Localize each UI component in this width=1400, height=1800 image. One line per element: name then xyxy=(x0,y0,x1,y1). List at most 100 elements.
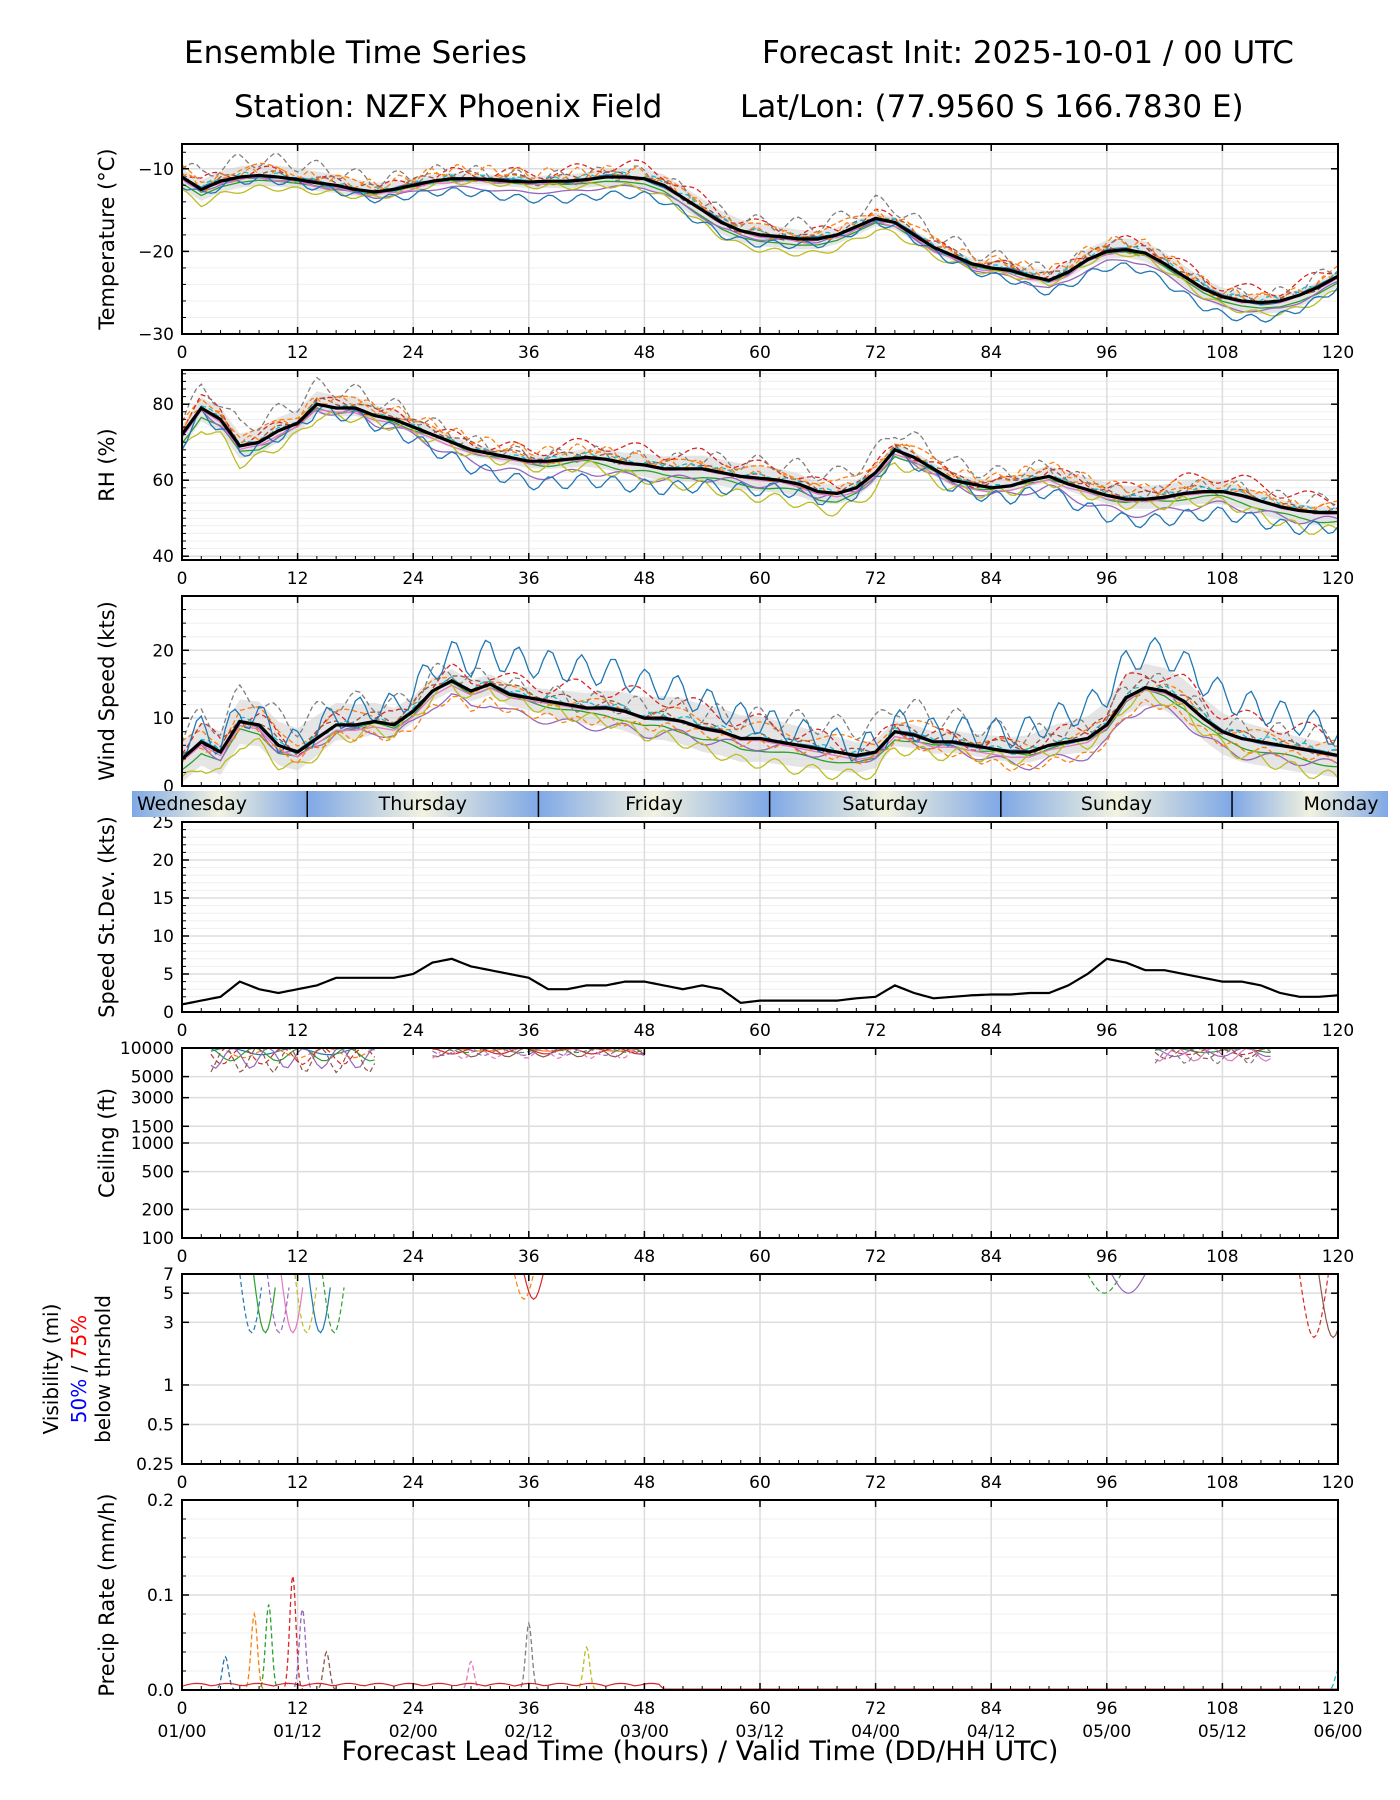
valid-time-label: 05/00 xyxy=(1082,1722,1131,1742)
x-tick-label: 84 xyxy=(980,1473,1002,1493)
ceiling-member-line xyxy=(1154,1048,1271,1060)
x-tick-label: 60 xyxy=(749,1473,771,1493)
x-tick-label: 0 xyxy=(177,1699,188,1719)
y-tick-label: 15 xyxy=(152,889,174,909)
plot-area-sdev xyxy=(182,957,1338,1006)
y-tick-label: 40 xyxy=(152,547,174,567)
y-tick-label: 0.2 xyxy=(147,1491,174,1511)
valid-time-label: 03/12 xyxy=(736,1722,785,1742)
x-axis-label: Forecast Lead Time (hours) / Valid Time … xyxy=(341,1736,1059,1767)
valid-time-label: 02/00 xyxy=(389,1722,438,1742)
x-tick-label: 60 xyxy=(749,1247,771,1267)
panel-precip: 0.0 0.1 0.2 0 12 24 36 48 60 72 84 96 108 120 Precip R… xyxy=(95,1491,1354,1719)
x-tick-label: 36 xyxy=(518,1699,540,1719)
day-label: Wednesday xyxy=(137,793,247,815)
x-tick-label: 120 xyxy=(1322,1473,1354,1493)
x-tick-label: 60 xyxy=(749,343,771,363)
mean-line xyxy=(182,679,1338,761)
visibility-member-line xyxy=(1318,1274,1338,1339)
x-tick-label: 84 xyxy=(980,1699,1002,1719)
x-tick-label: 24 xyxy=(402,1021,424,1041)
y-tick-label: 500 xyxy=(142,1163,174,1183)
precip-member-line xyxy=(456,1660,485,1690)
day-band: Wednesday Thursday Friday Saturday Sunday Mon… xyxy=(132,791,1388,817)
x-tick-label: 84 xyxy=(980,569,1002,589)
visibility-member-line xyxy=(1087,1274,1122,1294)
y-axis-label: Speed St.Dev. (kts) xyxy=(95,816,119,1018)
x-tick-label: 24 xyxy=(402,1699,424,1719)
x-tick-label: 48 xyxy=(634,1247,656,1267)
day-segment xyxy=(1000,791,1233,817)
x-tick-label: 72 xyxy=(865,569,887,589)
ceiling-member-line xyxy=(210,1048,376,1074)
x-tick-label: 72 xyxy=(865,343,887,363)
x-tick-label: 48 xyxy=(634,1473,656,1493)
y-tick-label: 10 xyxy=(152,927,174,947)
visibility-threshold-legend: 50% / 75% xyxy=(67,1315,91,1423)
x-tick-label: 48 xyxy=(634,343,656,363)
x-tick-label: 0 xyxy=(177,343,188,363)
visibility-member-line xyxy=(266,1274,290,1334)
y-axis-label: Temperature (°C) xyxy=(95,148,119,330)
x-tick-label: 12 xyxy=(287,1021,309,1041)
x-tick-label: 12 xyxy=(287,1473,309,1493)
valid-time-label: 01/00 xyxy=(158,1722,207,1742)
x-tick-label: 84 xyxy=(980,1021,1002,1041)
x-tick-label: 108 xyxy=(1206,1699,1238,1719)
day-label: Saturday xyxy=(842,793,928,815)
y-tick-label: 1 xyxy=(163,1376,174,1396)
panel-rh: 40 60 80 0 12 24 36 48 60 72 84 96 108 120 RH (%) xyxy=(95,369,1354,589)
y-tick-label: 7 xyxy=(163,1265,174,1285)
visibility-member-line xyxy=(321,1274,345,1334)
y-tick-label: 0 xyxy=(163,1003,174,1023)
panel-temp: −30 −20 −10 0 12 24 36 48 60 72 84 96 108 120 Temperat… xyxy=(95,143,1354,363)
x-tick-label: 72 xyxy=(865,1247,887,1267)
y-tick-label: 80 xyxy=(152,395,174,415)
vis-sep: / xyxy=(67,1359,91,1378)
x-tick-label: 120 xyxy=(1322,1699,1354,1719)
x-tick-label: 36 xyxy=(518,569,540,589)
x-tick-label: 120 xyxy=(1322,569,1354,589)
y-axis-label: RH (%) xyxy=(95,428,119,501)
mean-line xyxy=(182,173,1338,305)
chart-title: Ensemble Time Series xyxy=(184,35,527,71)
x-tick-label: 72 xyxy=(865,1473,887,1493)
x-tick-label: 96 xyxy=(1096,1021,1118,1041)
ensemble-member-line xyxy=(182,397,1338,515)
y-axis-label: Visibility (mi) xyxy=(39,1304,63,1435)
vis-75-label: 75% xyxy=(67,1315,91,1359)
x-tick-label: 36 xyxy=(518,1021,540,1041)
day-segment xyxy=(307,791,539,817)
y-tick-label: 0.25 xyxy=(136,1455,174,1475)
y-tick-label: 60 xyxy=(152,471,174,491)
visibility-member-line xyxy=(308,1274,331,1334)
ceiling-member-line xyxy=(1154,1048,1271,1065)
day-label: Monday xyxy=(1303,793,1378,815)
x-tick-label: 72 xyxy=(865,1021,887,1041)
x-tick-label: 24 xyxy=(402,343,424,363)
day-label: Friday xyxy=(625,793,683,815)
y-tick-label: 1000 xyxy=(131,1134,174,1154)
x-tick-label: 120 xyxy=(1322,1247,1354,1267)
x-tick-label: 48 xyxy=(634,1699,656,1719)
ensemble-member-line xyxy=(182,176,1338,313)
y-tick-label: 0.1 xyxy=(147,1586,174,1606)
ceiling-member-line xyxy=(210,1048,376,1070)
x-tick-label: 120 xyxy=(1322,343,1354,363)
valid-time-label: 02/12 xyxy=(504,1722,553,1742)
x-tick-label: 84 xyxy=(980,1247,1002,1267)
visibility-member-line xyxy=(523,1274,544,1300)
y-tick-label: 10 xyxy=(152,709,174,729)
y-tick-label: 3000 xyxy=(131,1089,174,1109)
x-tick-label: 108 xyxy=(1206,1247,1238,1267)
x-tick-label: 12 xyxy=(287,343,309,363)
valid-time-label: 06/00 xyxy=(1314,1722,1363,1742)
vis-50-label: 50% xyxy=(67,1379,91,1423)
x-tick-label: 60 xyxy=(749,569,771,589)
x-tick-label: 48 xyxy=(634,1021,656,1041)
visibility-member-line xyxy=(252,1274,276,1334)
y-tick-label: 200 xyxy=(142,1200,174,1220)
plot-area-temp xyxy=(182,153,1338,323)
